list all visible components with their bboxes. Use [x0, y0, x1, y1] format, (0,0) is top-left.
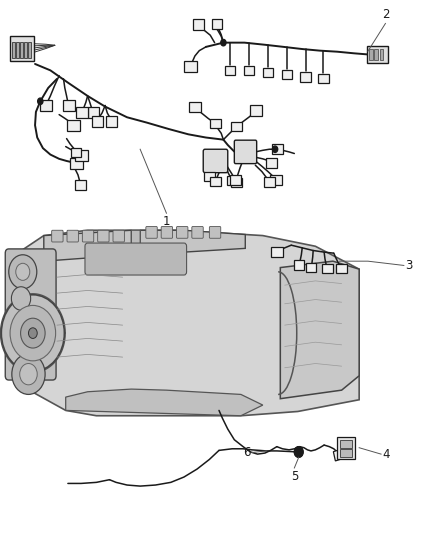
FancyBboxPatch shape: [5, 249, 56, 380]
FancyBboxPatch shape: [212, 19, 222, 29]
FancyBboxPatch shape: [92, 116, 103, 126]
Polygon shape: [44, 230, 131, 261]
Polygon shape: [18, 230, 359, 416]
FancyBboxPatch shape: [322, 264, 333, 273]
Text: 1: 1: [162, 215, 170, 228]
Circle shape: [20, 364, 37, 385]
Bar: [340, 449, 352, 457]
FancyBboxPatch shape: [63, 100, 75, 111]
FancyBboxPatch shape: [40, 100, 52, 110]
FancyBboxPatch shape: [161, 227, 173, 238]
Text: 6: 6: [243, 446, 251, 459]
FancyBboxPatch shape: [67, 120, 80, 131]
Circle shape: [1, 295, 64, 372]
FancyBboxPatch shape: [192, 227, 203, 238]
FancyBboxPatch shape: [76, 107, 88, 117]
Bar: [28, 42, 31, 58]
FancyBboxPatch shape: [337, 437, 355, 459]
Circle shape: [12, 354, 45, 394]
Text: 2: 2: [381, 9, 389, 21]
FancyBboxPatch shape: [336, 264, 347, 273]
Text: 5: 5: [291, 470, 298, 482]
Polygon shape: [140, 230, 245, 255]
FancyBboxPatch shape: [88, 107, 99, 117]
FancyBboxPatch shape: [231, 177, 242, 187]
Circle shape: [294, 447, 303, 457]
FancyBboxPatch shape: [67, 230, 78, 242]
Polygon shape: [131, 230, 140, 255]
Bar: [24, 42, 27, 58]
FancyBboxPatch shape: [230, 175, 241, 185]
FancyBboxPatch shape: [266, 158, 277, 167]
Circle shape: [294, 447, 303, 457]
FancyBboxPatch shape: [333, 448, 346, 461]
FancyBboxPatch shape: [210, 119, 221, 128]
FancyBboxPatch shape: [98, 230, 109, 242]
Circle shape: [10, 305, 56, 361]
Bar: [12, 42, 15, 58]
FancyBboxPatch shape: [184, 61, 197, 72]
FancyBboxPatch shape: [203, 149, 228, 173]
FancyBboxPatch shape: [367, 46, 388, 63]
FancyBboxPatch shape: [231, 122, 242, 131]
Bar: [20, 42, 23, 58]
Bar: [380, 49, 383, 60]
FancyBboxPatch shape: [294, 260, 304, 270]
FancyBboxPatch shape: [264, 177, 275, 187]
FancyBboxPatch shape: [71, 148, 81, 157]
FancyBboxPatch shape: [244, 66, 254, 75]
FancyBboxPatch shape: [75, 150, 88, 161]
Circle shape: [21, 318, 45, 348]
FancyBboxPatch shape: [193, 19, 204, 29]
FancyBboxPatch shape: [82, 230, 94, 242]
FancyBboxPatch shape: [177, 227, 188, 238]
FancyBboxPatch shape: [113, 230, 124, 242]
Circle shape: [272, 146, 278, 152]
FancyBboxPatch shape: [189, 101, 201, 111]
FancyBboxPatch shape: [272, 144, 283, 155]
FancyBboxPatch shape: [300, 72, 311, 82]
FancyBboxPatch shape: [70, 158, 83, 168]
Circle shape: [9, 255, 37, 289]
FancyBboxPatch shape: [209, 227, 221, 238]
Bar: [16, 42, 19, 58]
Bar: [340, 440, 352, 448]
FancyBboxPatch shape: [270, 175, 282, 185]
Circle shape: [38, 98, 43, 104]
FancyBboxPatch shape: [306, 263, 316, 272]
Circle shape: [221, 39, 226, 46]
FancyBboxPatch shape: [146, 227, 157, 238]
FancyBboxPatch shape: [234, 140, 257, 164]
FancyBboxPatch shape: [204, 172, 215, 181]
Circle shape: [16, 263, 30, 280]
FancyBboxPatch shape: [271, 247, 283, 257]
FancyBboxPatch shape: [52, 230, 63, 242]
Text: 3: 3: [405, 259, 413, 272]
FancyBboxPatch shape: [282, 70, 292, 79]
FancyBboxPatch shape: [85, 243, 187, 275]
FancyBboxPatch shape: [10, 36, 34, 61]
Bar: [374, 49, 378, 60]
FancyBboxPatch shape: [227, 175, 237, 184]
FancyBboxPatch shape: [106, 116, 117, 126]
FancyBboxPatch shape: [75, 180, 86, 190]
FancyBboxPatch shape: [250, 105, 262, 116]
Polygon shape: [66, 389, 263, 416]
Polygon shape: [280, 261, 359, 399]
Circle shape: [28, 328, 37, 338]
FancyBboxPatch shape: [225, 66, 235, 75]
Circle shape: [11, 287, 31, 310]
Bar: [369, 49, 373, 60]
FancyBboxPatch shape: [210, 176, 221, 185]
FancyBboxPatch shape: [318, 74, 328, 83]
Text: 4: 4: [382, 448, 390, 461]
FancyBboxPatch shape: [263, 68, 273, 77]
